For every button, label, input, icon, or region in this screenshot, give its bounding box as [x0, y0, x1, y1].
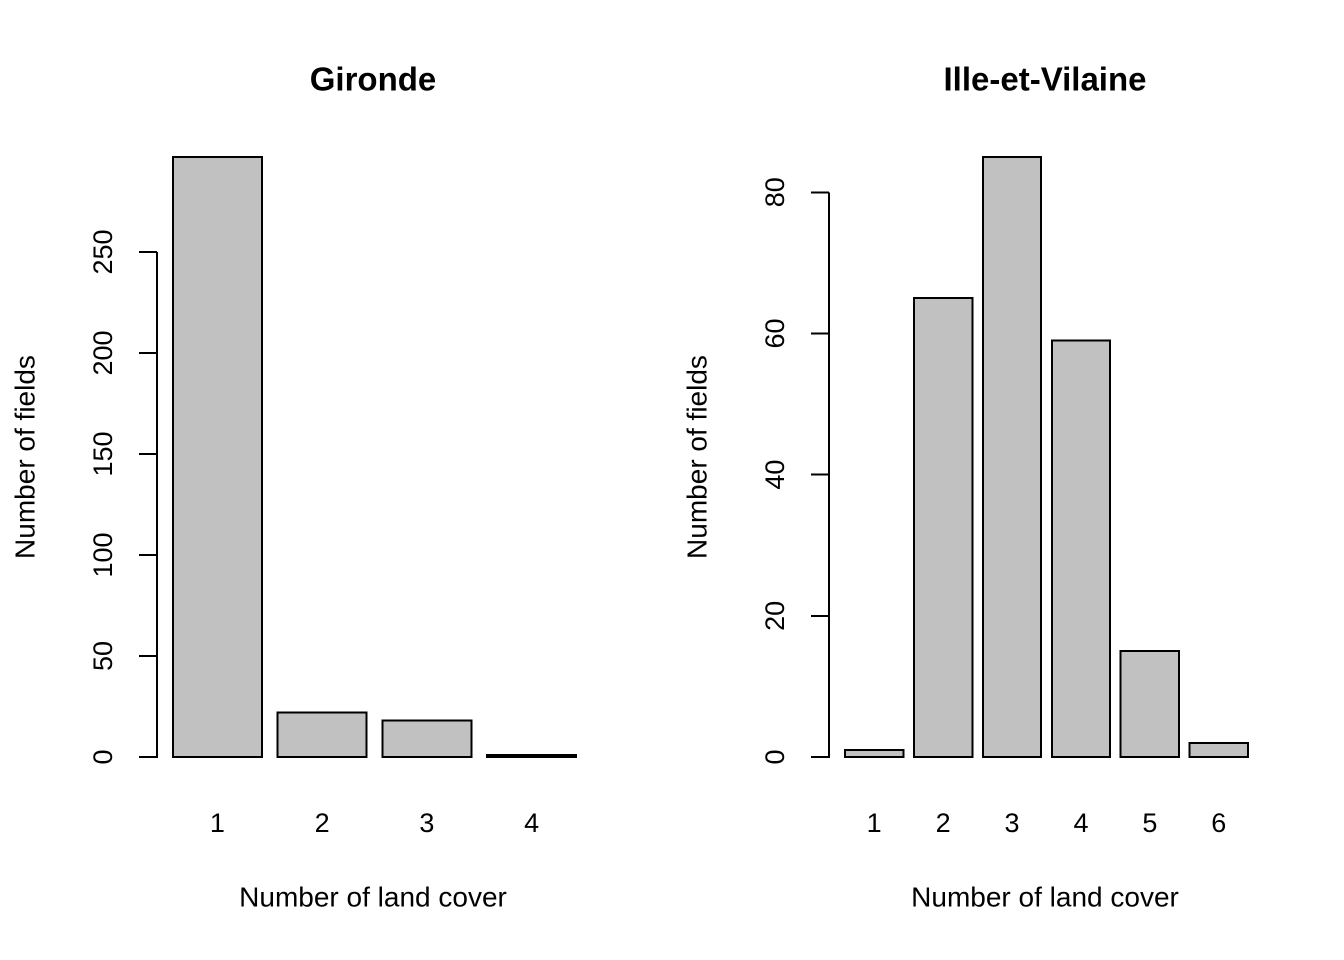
bar	[381, 719, 473, 758]
category-label: 1	[867, 808, 882, 838]
bar	[1119, 650, 1181, 759]
category-label: 2	[936, 808, 951, 838]
y-tick-label: 50	[88, 641, 118, 671]
y-axis-label: Number of fields	[682, 355, 713, 559]
bar	[912, 297, 974, 758]
bar	[172, 156, 263, 758]
category-label: 3	[1005, 808, 1020, 838]
chart-title: Gironde	[310, 61, 437, 98]
barplot-gironde: 0 50 100 150 200 250 1 2 3 4 Gironde Number of land…	[10, 61, 578, 913]
chart-svg-0: 0 50 100 150 200 250 1 2 3 4 Gironde Number of land…	[10, 61, 578, 913]
category-label: 5	[1142, 808, 1157, 838]
x-axis-label: Number of land cover	[239, 882, 507, 913]
y-tick-label: 60	[760, 318, 790, 348]
y-tick-label: 20	[760, 601, 790, 631]
y-tick-label: 100	[88, 532, 118, 577]
bar	[981, 156, 1043, 758]
y-tick-label: 40	[760, 460, 790, 490]
category-label: 3	[419, 808, 434, 838]
y-tick-label: 200	[88, 330, 118, 375]
chart-title: Ille-et-Vilaine	[944, 61, 1147, 98]
bar	[276, 711, 368, 758]
category-label: 6	[1211, 808, 1226, 838]
barplot-ille-et-vilaine: 0 20 40 60 80 1 2 3 4 5 6 Ille-et-Vilaine Number of …	[672, 0, 1344, 960]
y-tick-label: 250	[88, 229, 118, 274]
y-axis-label: Number of fields	[10, 355, 41, 559]
category-label: 4	[524, 808, 539, 838]
chart-svg-1: 0 20 40 60 80 1 2 3 4 5 6 Ille-et-Vilaine Number of …	[682, 61, 1249, 913]
y-tick-label: 0	[88, 749, 118, 764]
bar	[1050, 339, 1112, 758]
y-tick-label: 150	[88, 431, 118, 476]
y-tick-label: 0	[760, 749, 790, 764]
category-label: 2	[315, 808, 330, 838]
y-tick-label: 80	[760, 177, 790, 207]
category-label: 4	[1073, 808, 1088, 838]
x-axis-label: Number of land cover	[911, 882, 1179, 913]
bar	[844, 748, 905, 758]
bar	[486, 753, 578, 758]
bar	[1188, 741, 1249, 758]
category-label: 1	[210, 808, 225, 838]
